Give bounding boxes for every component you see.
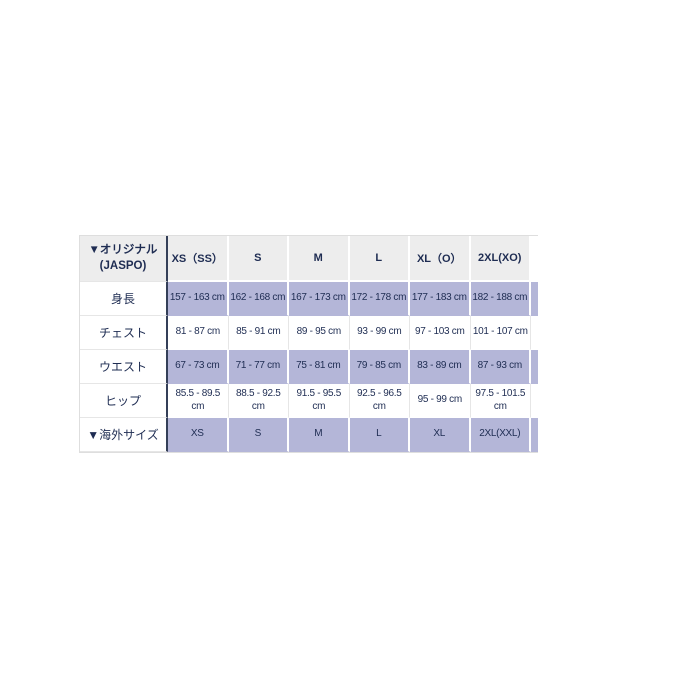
table-row: ▼海外サイズ XS S M L XL 2XL(XXL)	[80, 418, 538, 452]
size-value-cell: S	[228, 418, 289, 452]
size-column-header: XL（O）	[410, 236, 471, 282]
size-value-cell: 97.5 - 101.5 cm	[470, 384, 531, 418]
size-chart-table: ▼オリジナル (JASPO) XS（SS） S M L XL（O） 2XL(XO) 身長 1…	[80, 236, 538, 452]
size-column-header: 2XL(XO)	[470, 236, 531, 282]
size-value-cell: 172 - 178 cm	[349, 282, 410, 316]
clipped-column-cell	[531, 350, 538, 384]
size-value-cell: 83 - 89 cm	[410, 350, 471, 384]
size-value-cell: 75 - 81 cm	[289, 350, 350, 384]
size-value-cell: 81 - 87 cm	[168, 316, 229, 350]
size-value-cell: 91.5 - 95.5 cm	[289, 384, 350, 418]
size-column-header: M	[289, 236, 350, 282]
header-row: ▼オリジナル (JASPO) XS（SS） S M L XL（O） 2XL(XO)	[80, 236, 538, 282]
row-label: ヒップ	[80, 384, 168, 418]
size-value-cell: 95 - 99 cm	[410, 384, 471, 418]
size-value-cell: 162 - 168 cm	[228, 282, 289, 316]
size-value-cell: 157 - 163 cm	[168, 282, 229, 316]
size-column-header: XS（SS）	[168, 236, 229, 282]
size-value-cell: 87 - 93 cm	[470, 350, 531, 384]
size-value-cell: 177 - 183 cm	[410, 282, 471, 316]
table-row: ヒップ 85.5 - 89.5 cm 88.5 - 92.5 cm 91.5 - 95…	[80, 384, 538, 418]
size-value-cell: 89 - 95 cm	[289, 316, 350, 350]
size-column-header: L	[349, 236, 410, 282]
corner-header-line2: (JASPO)	[99, 259, 147, 272]
row-label: ▼海外サイズ	[80, 418, 168, 452]
corner-header: ▼オリジナル (JASPO)	[80, 236, 168, 282]
size-value-cell: XS	[168, 418, 229, 452]
row-label: 身長	[80, 282, 168, 316]
table-row: ウエスト 67 - 73 cm 71 - 77 cm 75 - 81 cm 79 - 8…	[80, 350, 538, 384]
size-chart-body: 身長 157 - 163 cm 162 - 168 cm 167 - 173 cm 17…	[80, 282, 538, 452]
size-value-cell: 85 - 91 cm	[228, 316, 289, 350]
size-chart: ▼オリジナル (JASPO) XS（SS） S M L XL（O） 2XL(XO) 身長 1…	[79, 235, 538, 453]
table-row: 身長 157 - 163 cm 162 - 168 cm 167 - 173 cm 17…	[80, 282, 538, 316]
clipped-column-header	[531, 236, 538, 282]
size-value-cell: 93 - 99 cm	[349, 316, 410, 350]
clipped-column-cell	[531, 282, 538, 316]
size-value-cell: XL	[410, 418, 471, 452]
size-value-cell: 92.5 - 96.5 cm	[349, 384, 410, 418]
clipped-column-cell	[531, 384, 538, 418]
row-label: ウエスト	[80, 350, 168, 384]
size-value-cell: 71 - 77 cm	[228, 350, 289, 384]
size-value-cell: 67 - 73 cm	[168, 350, 229, 384]
size-value-cell: 167 - 173 cm	[289, 282, 350, 316]
clipped-column-cell	[531, 418, 538, 452]
table-row: チェスト 81 - 87 cm 85 - 91 cm 89 - 95 cm 93 - 9…	[80, 316, 538, 350]
size-value-cell: 79 - 85 cm	[349, 350, 410, 384]
row-label: チェスト	[80, 316, 168, 350]
corner-header-line1: ▼オリジナル	[88, 243, 158, 256]
size-value-cell: 85.5 - 89.5 cm	[168, 384, 229, 418]
size-value-cell: 2XL(XXL)	[470, 418, 531, 452]
size-value-cell: L	[349, 418, 410, 452]
size-value-cell: 88.5 - 92.5 cm	[228, 384, 289, 418]
size-value-cell: M	[289, 418, 350, 452]
size-value-cell: 182 - 188 cm	[470, 282, 531, 316]
size-value-cell: 97 - 103 cm	[410, 316, 471, 350]
size-column-header: S	[228, 236, 289, 282]
size-value-cell: 101 - 107 cm	[470, 316, 531, 350]
clipped-column-cell	[531, 316, 538, 350]
